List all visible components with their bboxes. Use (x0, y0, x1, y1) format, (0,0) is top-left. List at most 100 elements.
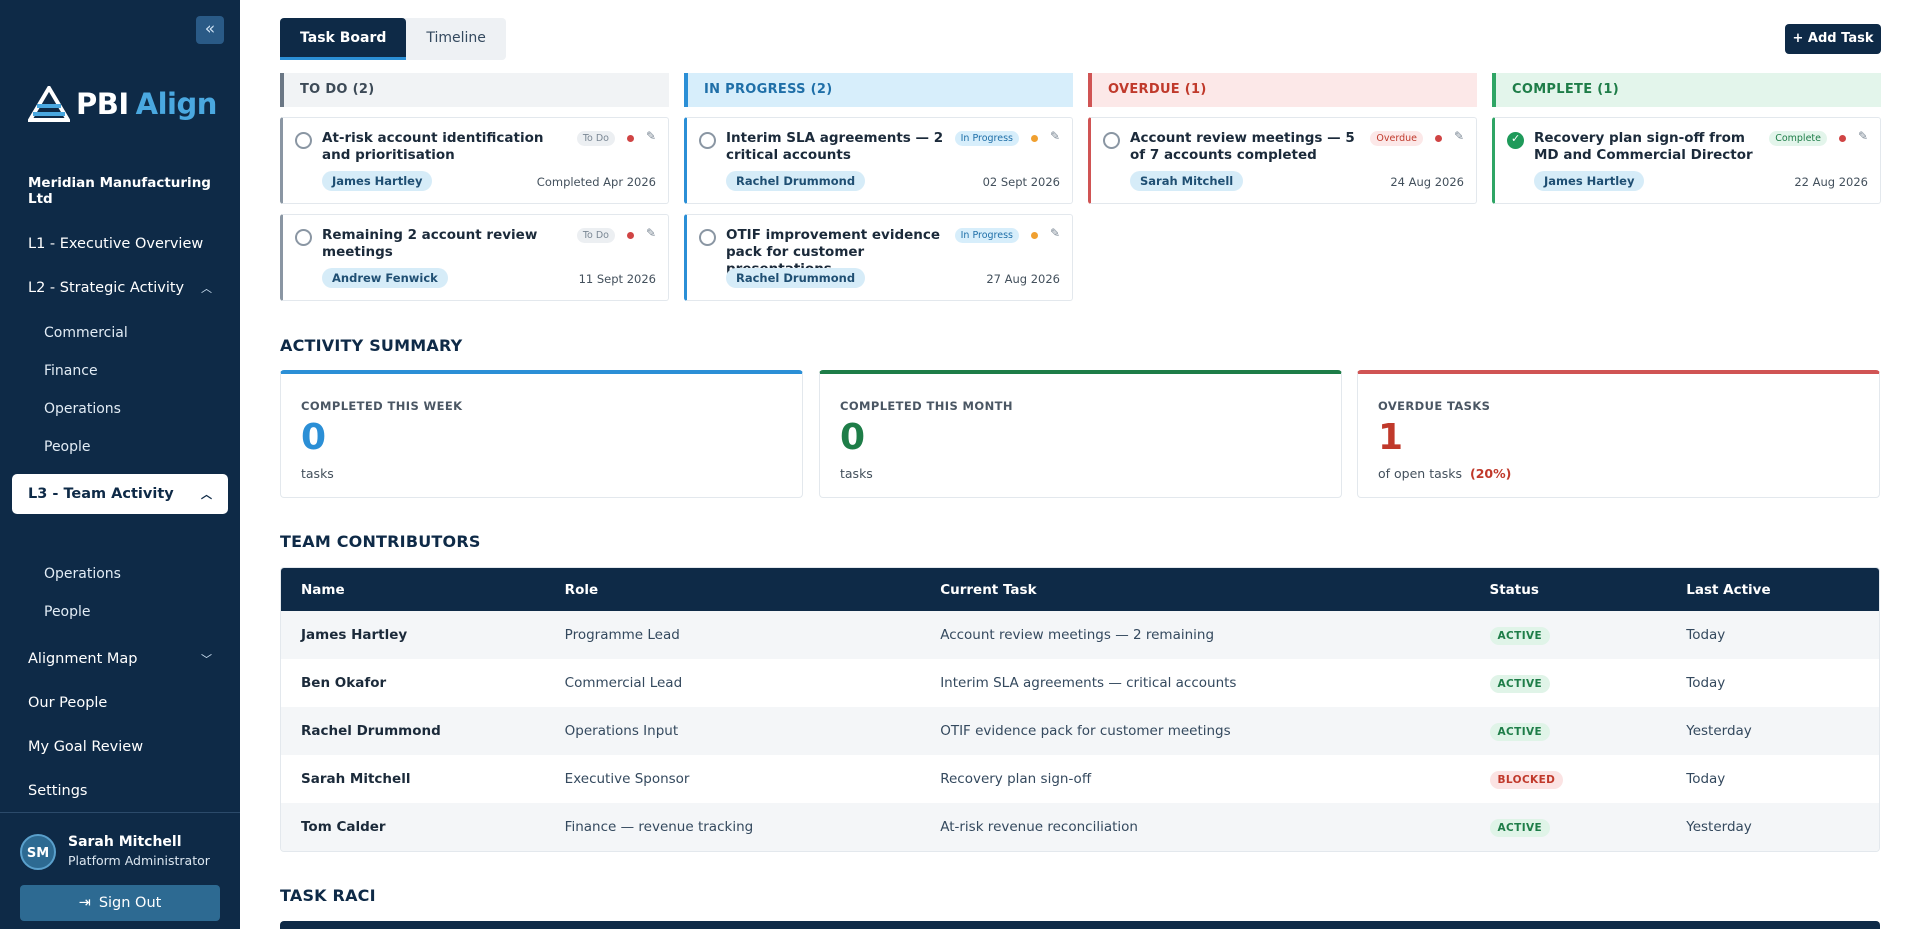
user-role: Platform Administrator (68, 853, 210, 868)
stat-label: COMPLETED THIS MONTH (840, 399, 1013, 413)
stat-label: COMPLETED THIS WEEK (301, 399, 463, 413)
nav-l2-finance[interactable]: Finance (44, 363, 98, 379)
nav-our-people[interactable]: Our People (28, 695, 212, 711)
task-checkbox[interactable] (295, 229, 312, 246)
raci-table-header (280, 921, 1880, 929)
nav-l2-people[interactable]: People (44, 439, 91, 455)
task-owner: Rachel Drummond (726, 268, 866, 288)
activity-summary-title: ACTIVITY SUMMARY (280, 336, 463, 355)
collapse-sidebar-button[interactable]: « (196, 16, 224, 44)
scrollbar[interactable] (1914, 0, 1920, 929)
add-task-button[interactable]: + Add Task (1785, 24, 1881, 54)
task-card[interactable]: Interim SLA agreements — 2 critical acco… (684, 117, 1073, 204)
nav-l3[interactable]: L3 - Team Activity ︿ (12, 474, 228, 514)
avatar[interactable]: SM (20, 834, 56, 870)
task-title: Recovery plan sign-off from MD and Comme… (1534, 130, 1753, 163)
task-status-badge: Complete (1769, 131, 1827, 146)
edit-icon[interactable]: ✎ (645, 226, 656, 240)
nav-l2[interactable]: L2 - Strategic Activity ︿ (28, 280, 212, 296)
column-in-progress: IN PROGRESS (2) (684, 73, 1073, 107)
table-row[interactable]: Ben Okafor Commercial Lead Interim SLA a… (281, 659, 1879, 707)
cell-status: ACTIVE (1489, 627, 1687, 645)
task-checkbox[interactable] (1103, 132, 1120, 149)
brand-suffix: Align (135, 87, 218, 121)
cell-last-active: Today (1686, 771, 1726, 787)
stat-value: 0 (840, 417, 866, 458)
cell-status: ACTIVE (1489, 819, 1687, 837)
table-body: James Hartley Programme Lead Account rev… (281, 611, 1879, 851)
cell-role: Finance — revenue tracking (564, 819, 754, 835)
stat-completed-month: COMPLETED THIS MONTH 0 tasks (819, 370, 1342, 498)
task-checkbox[interactable] (699, 132, 716, 149)
task-card[interactable]: Recovery plan sign-off from MD and Comme… (1492, 117, 1881, 204)
cell-role: Operations Input (564, 723, 679, 739)
table-row[interactable]: Tom Calder Finance — revenue tracking At… (281, 803, 1879, 851)
nav-goal-review-label: My Goal Review (28, 739, 144, 755)
edit-icon[interactable]: ✎ (1049, 129, 1060, 143)
stat-sub: of open tasks (20%) (1378, 466, 1511, 481)
tab-task-board[interactable]: Task Board (280, 18, 407, 60)
task-owner: James Hartley (1534, 171, 1645, 191)
task-date: Completed Apr 2026 (536, 175, 656, 189)
task-title: Remaining 2 account review meetings (322, 227, 538, 260)
nav-goal-review[interactable]: My Goal Review (28, 739, 212, 755)
stat-value: 1 (1378, 417, 1404, 458)
status-badge: ACTIVE (1489, 819, 1551, 837)
cell-task: Recovery plan sign-off (940, 771, 1092, 787)
edit-icon[interactable]: ✎ (1049, 226, 1060, 240)
status-badge: ACTIVE (1489, 723, 1551, 741)
task-card[interactable]: At-risk account identification and prior… (280, 117, 669, 204)
nav-l1[interactable]: L1 - Executive Overview (28, 236, 212, 252)
priority-dot (1435, 135, 1442, 142)
cell-role: Programme Lead (564, 627, 680, 643)
cell-last-active: Yesterday (1686, 723, 1752, 739)
nav-l3-people[interactable]: People (44, 604, 91, 620)
cell-name: Tom Calder (301, 819, 386, 835)
stat-sub: tasks (301, 466, 334, 481)
chevron-up-icon: ︿ (201, 282, 212, 295)
stat-sub: tasks (840, 466, 873, 481)
status-badge: ACTIVE (1489, 627, 1551, 645)
nav-l2-commercial[interactable]: Commercial (44, 325, 128, 341)
stat-completed-week: COMPLETED THIS WEEK 0 tasks (280, 370, 803, 498)
table-row[interactable]: Sarah Mitchell Executive Sponsor Recover… (281, 755, 1879, 803)
edit-icon[interactable]: ✎ (1857, 129, 1868, 143)
logo-icon (28, 86, 70, 122)
task-checkbox[interactable] (295, 132, 312, 149)
task-card[interactable]: Remaining 2 account review meetings To D… (280, 214, 669, 301)
nav-l1-label: L1 - Executive Overview (28, 236, 204, 252)
contributors-table: Name Role Current Task Status Last Activ… (280, 567, 1880, 852)
cell-last-active: Today (1686, 675, 1726, 691)
nav-settings[interactable]: Settings (28, 783, 212, 799)
chevron-up-icon: ︿ (201, 488, 212, 501)
cell-name: Ben Okafor (301, 675, 387, 691)
nav-l3-operations[interactable]: Operations (44, 566, 121, 582)
task-status-badge: To Do (576, 228, 615, 243)
priority-dot (1031, 135, 1038, 142)
status-badge: ACTIVE (1489, 675, 1551, 693)
edit-icon[interactable]: ✎ (645, 129, 656, 143)
stat-percent: (20%) (1470, 466, 1512, 481)
cell-role: Commercial Lead (564, 675, 683, 691)
task-card[interactable]: OTIF improvement evidence pack for custo… (684, 214, 1073, 301)
sign-out-button[interactable]: ⇥ Sign Out (20, 885, 220, 921)
status-badge: BLOCKED (1489, 771, 1564, 789)
nav-alignment-map[interactable]: Alignment Map ﹀ (28, 651, 212, 667)
main-content: Task Board Timeline + Add Task TO DO (2)… (240, 0, 1920, 929)
stat-value: 0 (301, 417, 327, 458)
column-header-in-progress: IN PROGRESS (2) (684, 73, 1073, 107)
table-row[interactable]: Rachel Drummond Operations Input OTIF ev… (281, 707, 1879, 755)
cell-name: Rachel Drummond (301, 723, 441, 739)
column-header: Role (564, 581, 599, 598)
table-row[interactable]: James Hartley Programme Lead Account rev… (281, 611, 1879, 659)
task-card[interactable]: Account review meetings — 5 of 7 account… (1088, 117, 1477, 204)
nav-l2-operations[interactable]: Operations (44, 401, 121, 417)
brand-name: PBI (76, 87, 129, 121)
task-checkbox[interactable] (699, 229, 716, 246)
task-date: 02 Sept 2026 (982, 175, 1060, 189)
task-checkbox-checked[interactable] (1507, 132, 1524, 149)
task-title: Account review meetings — 5 of 7 account… (1130, 130, 1355, 163)
edit-icon[interactable]: ✎ (1453, 129, 1464, 143)
column-header-todo: TO DO (2) (280, 73, 669, 107)
tab-timeline[interactable]: Timeline (426, 30, 486, 46)
